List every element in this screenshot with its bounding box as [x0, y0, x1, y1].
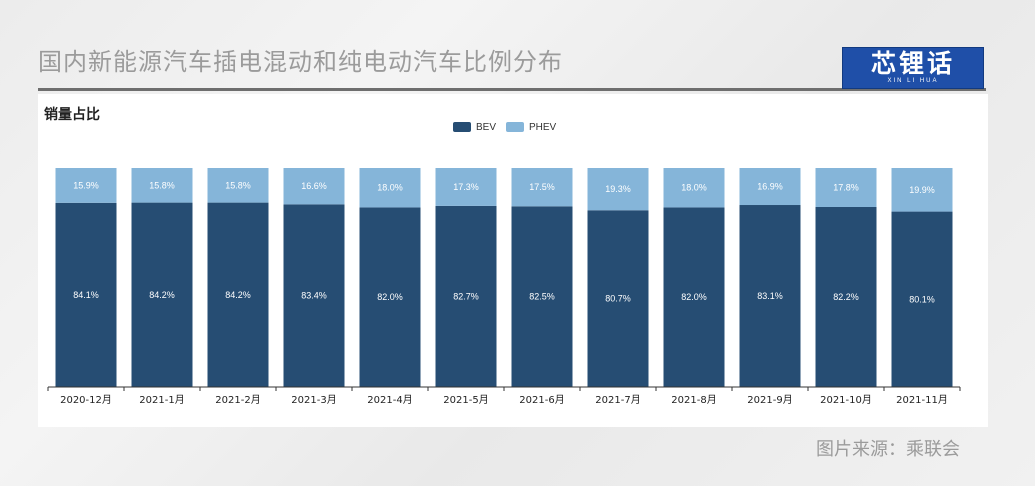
- logo-text: 芯锂话: [870, 49, 955, 78]
- data-label-bev: 84.1%: [73, 290, 99, 300]
- bar-bev: [207, 202, 269, 387]
- bar-bev: [55, 202, 117, 387]
- data-label-phev: 17.3%: [453, 182, 479, 192]
- data-label-phev: 17.8%: [833, 182, 859, 192]
- x-tick-label: 2021-3月: [291, 394, 336, 406]
- bar-phev: [663, 168, 725, 208]
- legend-label-phev: PHEV: [529, 122, 557, 133]
- stacked-bar-chart: 84.1% 15.9% 2020-12月 84.2% 15.8% 2021-1月 84.2%…: [47, 122, 961, 406]
- bar-phev: [435, 168, 497, 206]
- data-label-phev: 16.9%: [757, 182, 783, 192]
- data-label-phev: 17.5%: [529, 182, 555, 192]
- bar-bev: [359, 207, 421, 387]
- x-tick-label: 2021-1月: [139, 394, 184, 406]
- data-label-bev: 84.2%: [225, 290, 251, 300]
- bar-bev: [587, 210, 649, 387]
- bar-bev: [739, 205, 801, 387]
- data-label-bev: 80.1%: [909, 294, 935, 304]
- legend-swatch-phev: [506, 122, 524, 132]
- bar-bev: [131, 202, 193, 387]
- bar-bev: [815, 206, 877, 387]
- chart-panel: 销量占比 84.1% 15.9% 2020-12月 84.2% 15.8% 2021-1月…: [38, 94, 988, 427]
- title-divider: [38, 88, 986, 91]
- brand-logo: 芯锂话 XIN LI HUA: [842, 47, 984, 89]
- data-label-phev: 18.0%: [681, 183, 707, 193]
- data-label-bev: 84.2%: [149, 290, 175, 300]
- bar-bev: [283, 204, 345, 387]
- bar-phev: [739, 168, 801, 206]
- x-tick-label: 2021-2月: [215, 394, 260, 406]
- data-label-phev: 15.9%: [73, 180, 99, 190]
- data-label-phev: 15.8%: [149, 180, 175, 190]
- chart-title: 销量占比: [44, 107, 100, 123]
- data-label-bev: 82.5%: [529, 292, 555, 302]
- data-label-bev: 82.2%: [833, 292, 859, 302]
- bar-phev: [815, 168, 877, 207]
- data-label-bev: 82.7%: [453, 291, 479, 301]
- slide-title: 国内新能源汽车插电混动和纯电动汽车比例分布: [38, 48, 563, 76]
- bar-phev: [131, 168, 193, 203]
- x-tick-label: 2021-5月: [443, 394, 488, 406]
- data-label-bev: 82.0%: [681, 292, 707, 302]
- bar-bev: [663, 207, 725, 387]
- legend-swatch-bev: [453, 122, 471, 132]
- x-tick-label: 2021-11月: [896, 394, 948, 406]
- bar-bev: [435, 205, 497, 387]
- x-tick-label: 2021-7月: [595, 394, 640, 406]
- bar-phev: [359, 168, 421, 208]
- bar-phev: [511, 168, 573, 207]
- x-tick-label: 2021-10月: [820, 394, 872, 406]
- legend-label-bev: BEV: [476, 122, 496, 133]
- x-tick-label: 2021-8月: [671, 394, 716, 406]
- x-tick-label: 2021-4月: [367, 394, 412, 406]
- data-label-bev: 82.0%: [377, 292, 403, 302]
- bar-bev: [511, 206, 573, 387]
- data-label-bev: 83.4%: [301, 291, 327, 301]
- data-label-phev: 16.6%: [301, 181, 327, 191]
- data-label-phev: 18.0%: [377, 183, 403, 193]
- bar-phev: [55, 168, 117, 203]
- data-label-bev: 83.1%: [757, 291, 783, 301]
- data-label-phev: 19.3%: [605, 184, 631, 194]
- source-note: 图片来源：乘联会: [816, 439, 960, 460]
- data-label-phev: 15.8%: [225, 180, 251, 190]
- logo-subtext: XIN LI HUA: [887, 78, 939, 84]
- bar-phev: [283, 168, 345, 205]
- data-label-bev: 80.7%: [605, 294, 631, 304]
- x-tick-label: 2021-6月: [519, 394, 564, 406]
- data-label-phev: 19.9%: [909, 185, 935, 195]
- bar-phev: [587, 168, 649, 211]
- x-tick-label: 2021-9月: [747, 394, 792, 406]
- bar-bev: [891, 211, 953, 387]
- x-tick-label: 2020-12月: [60, 394, 112, 406]
- bar-phev: [891, 168, 953, 212]
- bar-phev: [207, 168, 269, 203]
